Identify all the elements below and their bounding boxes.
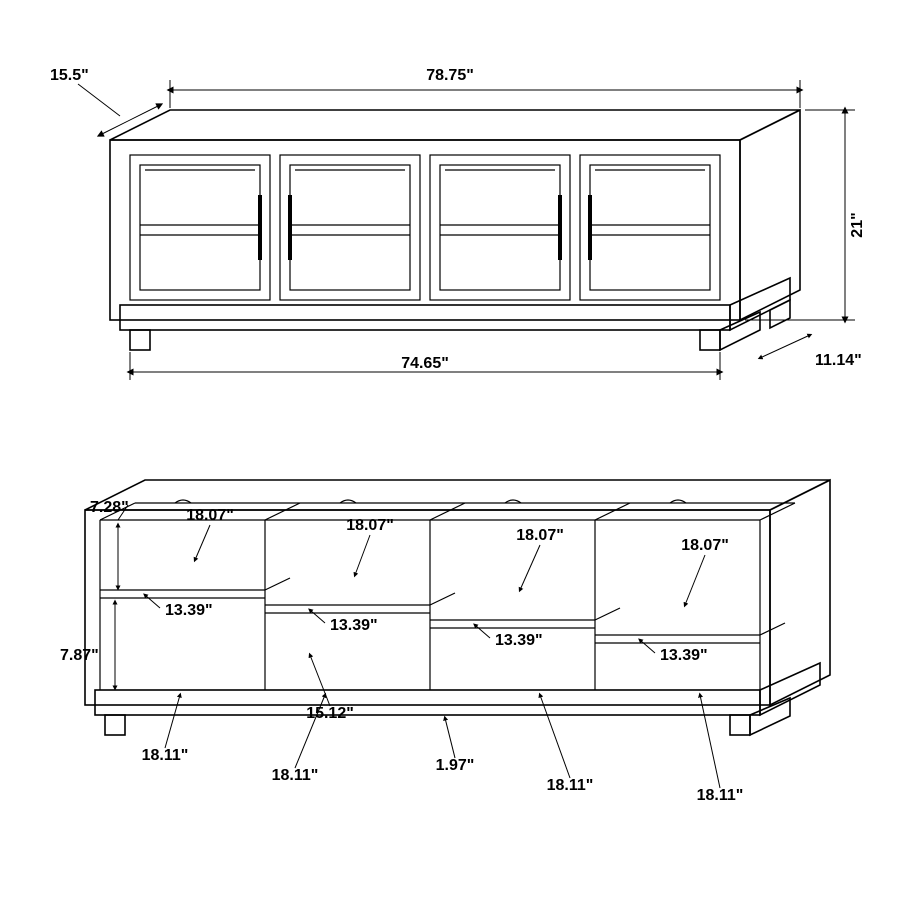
dim-width: 78.75": [426, 67, 474, 84]
dim-depth-4: 13.39": [660, 647, 708, 664]
dim-mid-h: 15.12": [306, 705, 354, 722]
dim-inner-width: 74.65": [401, 355, 449, 372]
dim-comp-w-2: 18.07": [346, 517, 394, 534]
dim-depth: 15.5": [50, 67, 89, 84]
dim-open-w-1: 18.11": [142, 747, 189, 764]
dim-leg-depth: 11.14": [815, 352, 862, 369]
dim-open-w-4: 18.11": [697, 787, 744, 804]
dim-depth-1: 13.39": [165, 602, 213, 619]
dim-comp-w-1: 18.07": [186, 507, 234, 524]
dim-comp-w-4: 18.07": [681, 537, 729, 554]
dim-open-w-3: 18.11": [547, 777, 594, 794]
dim-lower-h: 7.87": [60, 647, 99, 664]
dim-depth-2: 13.39": [330, 617, 378, 634]
front-open-view: 7.28" 18.07" 18.07" 18.07" 18.07" 13.39"…: [60, 480, 830, 804]
dim-depth-3: 13.39": [495, 632, 543, 649]
dim-open-w-2: 18.11": [272, 767, 319, 784]
dim-base-gap: 1.97": [436, 757, 475, 774]
front-closed-view: 15.5" 78.75" 21" 74.65" 11.14": [50, 67, 866, 380]
dim-height: 21": [849, 212, 866, 237]
dimension-drawing: 15.5" 78.75" 21" 74.65" 11.14": [0, 0, 900, 900]
dim-comp-w-3: 18.07": [516, 527, 564, 544]
